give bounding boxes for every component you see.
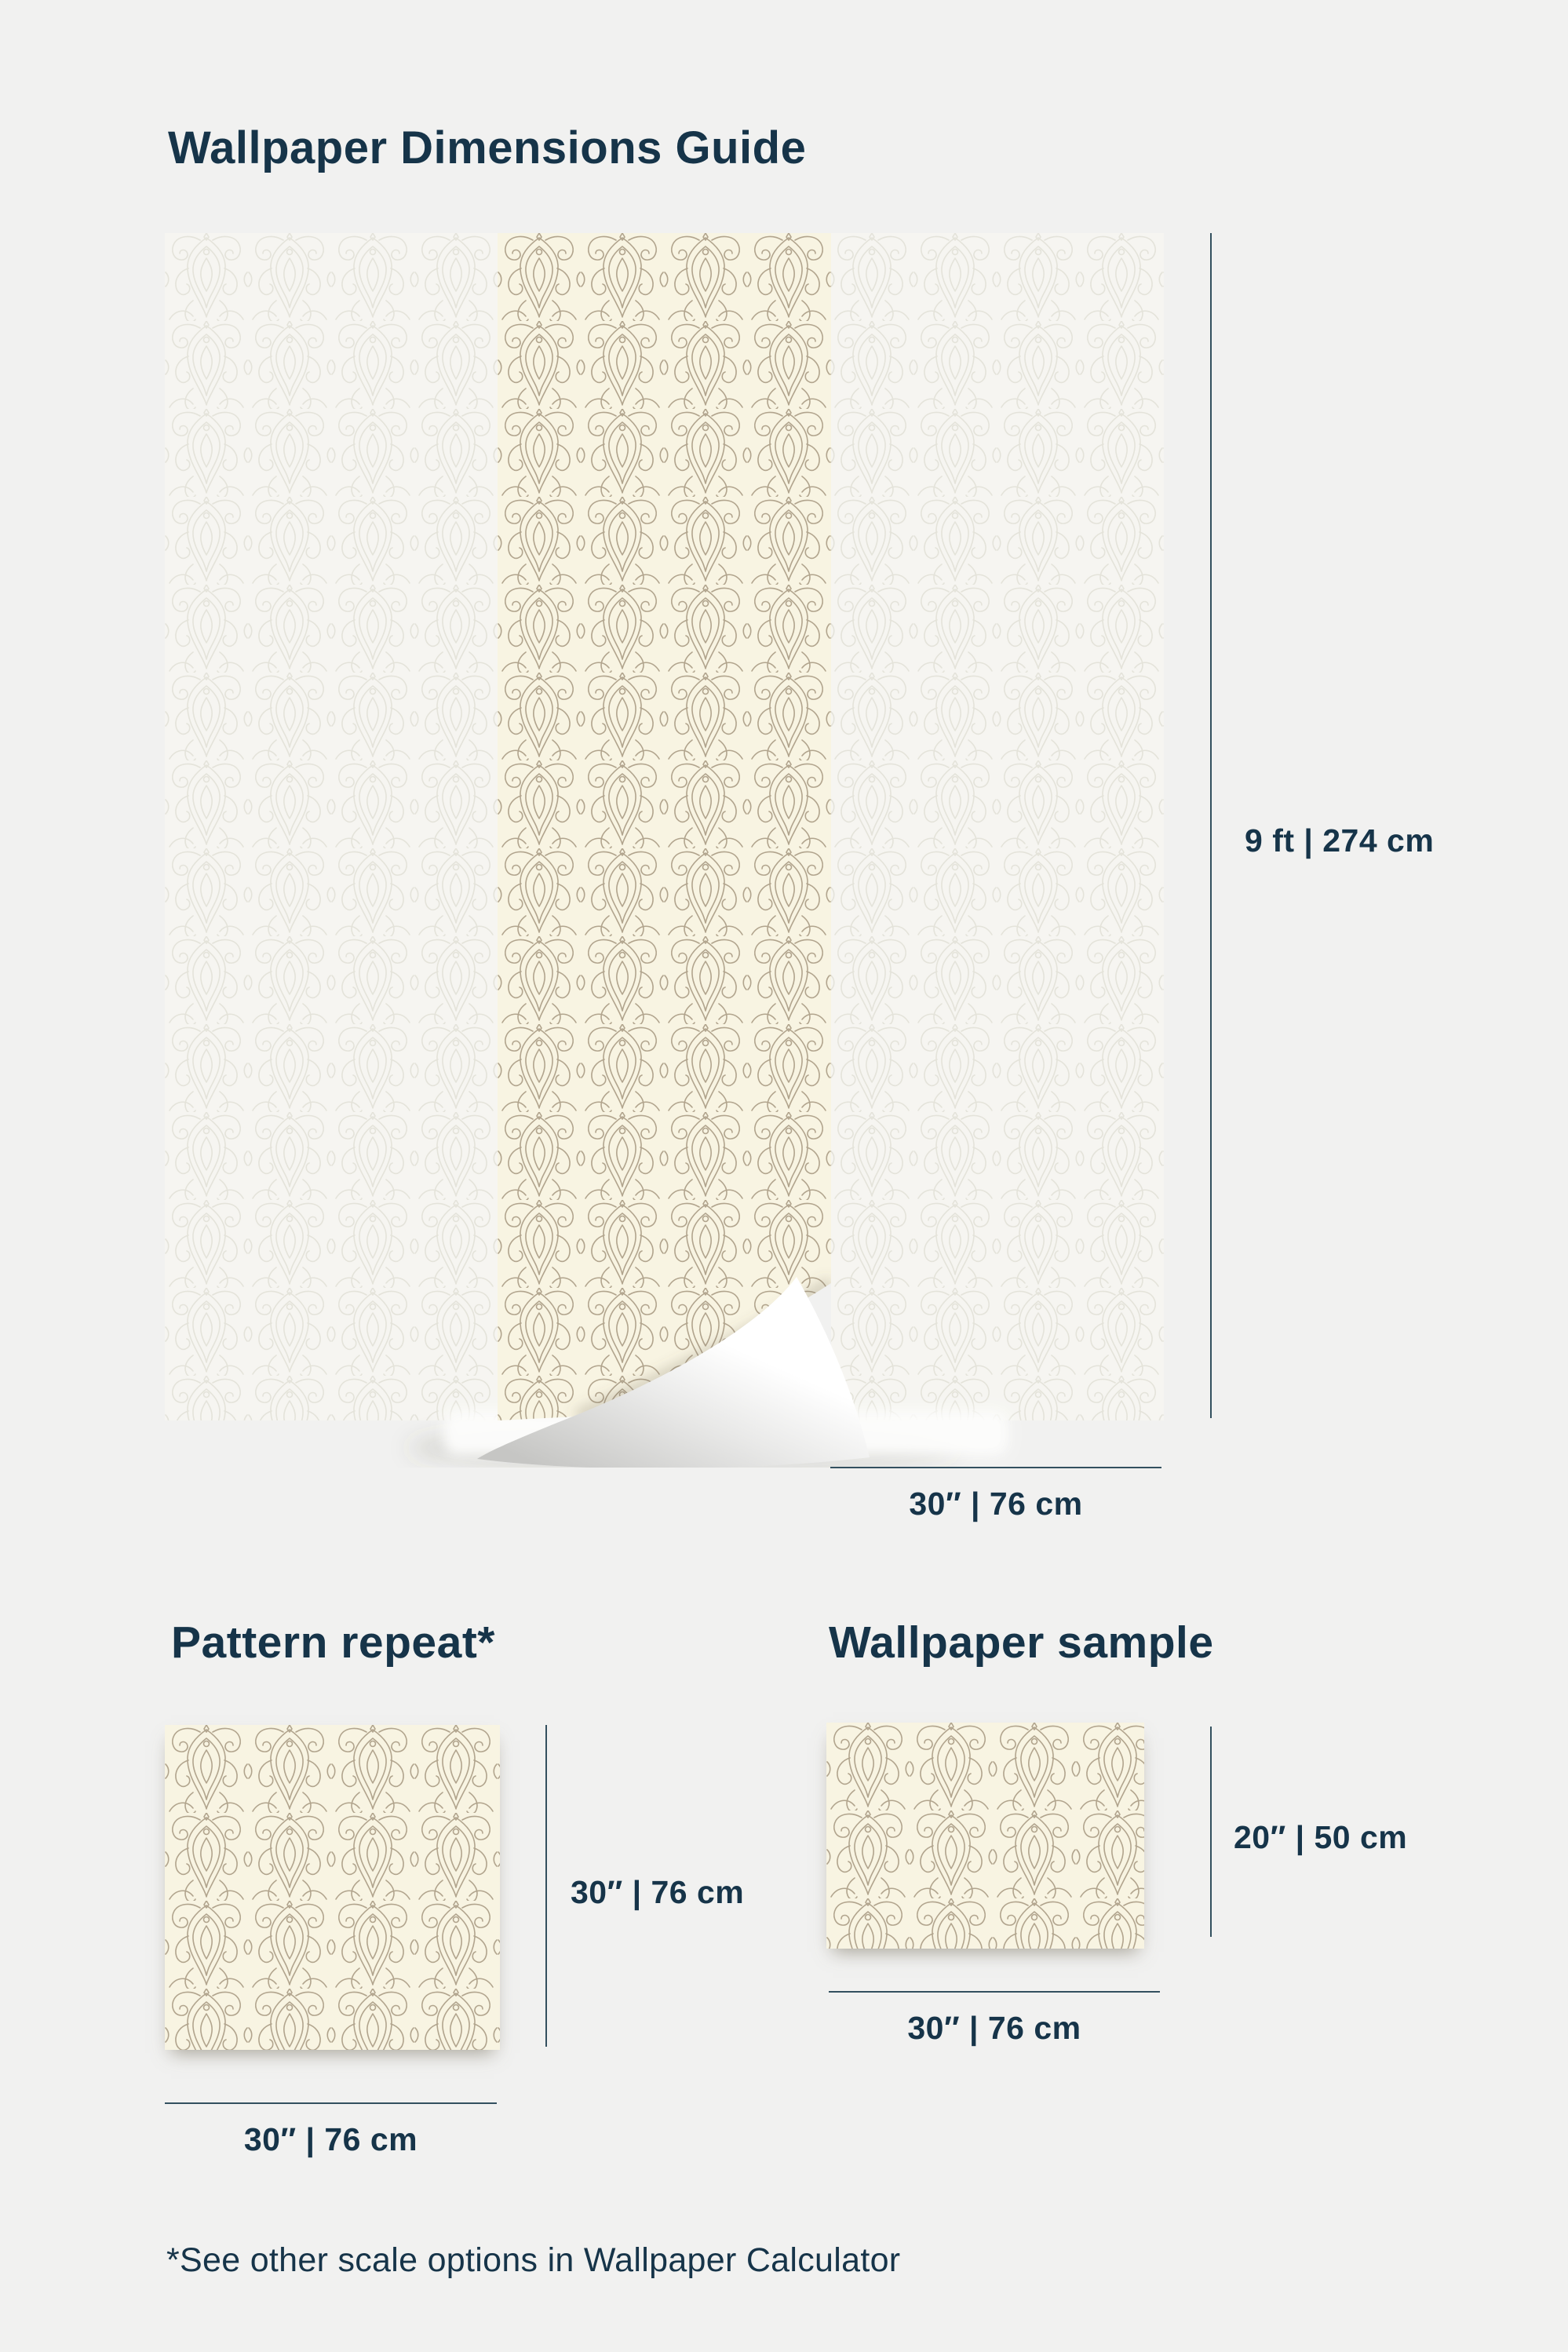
faded-strip-right [831,233,1164,1420]
wallpaper-sample-width-line [829,1991,1160,1993]
faded-strip-left [165,233,498,1420]
pattern-repeat-swatch [165,1725,500,2050]
wallpaper-sample-height-label: 20″ | 50 cm [1234,1819,1408,1855]
wallpaper-roll-graphic [165,233,1164,1468]
wallpaper-sample-width-label: 30″ | 76 cm [907,2010,1081,2046]
wallpaper-sample-height-line [1210,1727,1212,1937]
pattern-repeat-width-line [165,2102,497,2104]
roll-width-label: 30″ | 76 cm [909,1486,1083,1522]
page-curl [477,1277,870,1468]
highlighted-strip [498,233,831,1420]
pattern-repeat-height-label: 30″ | 76 cm [571,1874,745,1910]
page-title: Wallpaper Dimensions Guide [168,122,807,173]
pattern-repeat-graphic [165,1725,500,2050]
footnote: *See other scale options in Wallpaper Ca… [166,2241,901,2279]
wallpaper-sample-swatch [826,1723,1144,1949]
roll-height-line [1210,233,1212,1418]
roll-height-label: 9 ft | 274 cm [1245,822,1435,859]
pattern-repeat-height-line [545,1725,547,2047]
roll-width-line [830,1467,1161,1468]
wallpaper-sample-graphic [826,1723,1144,1949]
wallpaper-roll-panel [165,233,1164,1468]
wallpaper-sample-heading: Wallpaper sample [829,1617,1214,1668]
pattern-repeat-width-label: 30″ | 76 cm [243,2121,418,2157]
pattern-repeat-heading: Pattern repeat* [171,1617,495,1668]
